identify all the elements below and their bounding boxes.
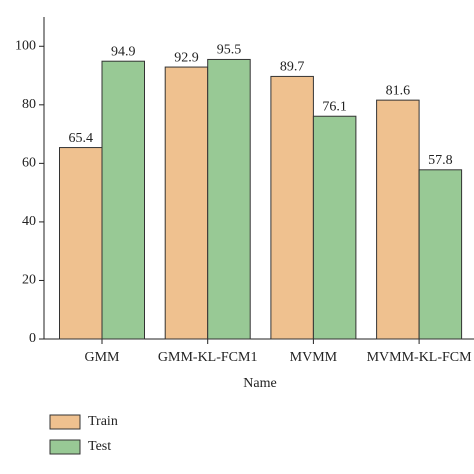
x-tick-label: MVMM-KL-FCM	[367, 350, 473, 365]
value-label: 94.9	[111, 44, 136, 59]
bar	[164, 66, 209, 340]
x-tick-label: GMM	[84, 350, 120, 365]
y-tick-label: 80	[22, 97, 36, 112]
x-axis-label: Name	[243, 376, 276, 391]
x-tick-label: GMM-KL-FCM1	[158, 350, 258, 365]
legend-label: Train	[88, 414, 118, 429]
value-label: 57.8	[428, 153, 453, 168]
legend-swatch	[49, 414, 81, 430]
y-tick-label: 60	[22, 156, 36, 171]
bar	[101, 60, 145, 340]
y-tick-label: 100	[15, 38, 36, 53]
value-label: 65.4	[69, 131, 94, 146]
x-tick-label: MVMM	[290, 350, 338, 365]
bar	[376, 99, 420, 340]
bar	[59, 147, 103, 340]
legend-swatch	[49, 439, 81, 455]
bar	[270, 75, 314, 340]
value-label: 92.9	[174, 50, 199, 65]
value-label: 95.5	[217, 43, 242, 58]
bar	[207, 58, 251, 340]
y-tick-label: 0	[29, 331, 36, 346]
bar	[418, 169, 463, 340]
value-label: 89.7	[280, 60, 305, 75]
bar	[312, 115, 357, 340]
y-tick-label: 40	[22, 214, 36, 229]
value-label: 81.6	[386, 83, 411, 98]
legend-label: Test	[88, 439, 111, 454]
value-label: 76.1	[322, 99, 347, 114]
y-tick-label: 20	[22, 273, 36, 288]
